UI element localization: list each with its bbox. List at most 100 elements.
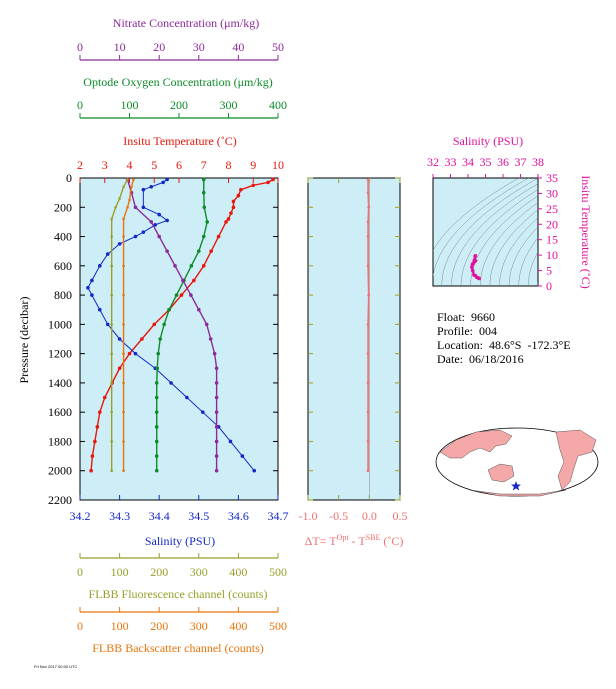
delta-t-data-point xyxy=(366,381,370,385)
ts-temperature-axis-title: Insitu Temperature (˚C) xyxy=(579,175,593,289)
fluorescence-data-point xyxy=(110,410,113,414)
oxygen-data-point xyxy=(154,439,159,444)
temperature-data-point xyxy=(117,366,122,371)
temperature-data-point xyxy=(216,234,221,239)
ts-salinity-tick-label: 36 xyxy=(497,155,509,169)
backscatter-data-point xyxy=(122,410,125,414)
density-isoline xyxy=(518,237,538,286)
salinity-data-point xyxy=(161,180,165,185)
backscatter-data-point xyxy=(126,205,129,209)
pressure-tick-label: 800 xyxy=(54,288,72,302)
salinity-data-point xyxy=(169,381,173,385)
oxygen-tick-label: 0 xyxy=(77,98,83,112)
fluorescence-data-point xyxy=(118,197,121,200)
fluorescence-data-point xyxy=(126,178,129,181)
salinity-data-point xyxy=(185,395,189,400)
float-location: Location: 48.6°S -172.3°E xyxy=(437,338,571,352)
temperature-axis-title: Insitu Temperature (˚C) xyxy=(123,134,237,148)
oxygen-data-point xyxy=(154,454,159,458)
salinity-data-point xyxy=(141,230,146,234)
nitrate-tick-label: 50 xyxy=(272,40,284,54)
generation-stamp: Fri Nov 2017 00:00 UTC xyxy=(34,664,78,669)
backscatter-tick-label: 500 xyxy=(269,619,287,633)
pressure-tick-label: 1600 xyxy=(48,405,72,419)
salinity-tick-label: 34.4 xyxy=(149,509,170,523)
temperature-tick-label: 10 xyxy=(272,158,284,172)
pressure-tick-label: 200 xyxy=(54,200,72,214)
ts-temperature-tick-label: 0 xyxy=(546,279,552,293)
temperature-data-point xyxy=(89,468,93,473)
temperature-data-point xyxy=(95,425,100,429)
temperature-data-point xyxy=(179,293,184,297)
ts-salinity-tick-label: 38 xyxy=(532,155,544,169)
nitrate-data-point xyxy=(214,468,219,473)
fluorescence-data-point xyxy=(110,440,113,443)
salinity-data-point xyxy=(165,218,169,223)
nitrate-data-point xyxy=(214,439,219,444)
salinity-tick-label: 34.3 xyxy=(109,509,130,523)
backscatter-tick-label: 200 xyxy=(150,619,168,633)
oxygen-data-point xyxy=(201,234,206,239)
delta-t-tick-label: 0.5 xyxy=(393,509,408,523)
temperature-data-point xyxy=(140,337,144,341)
oxygen-data-point xyxy=(154,425,159,429)
fluorescence-data-point xyxy=(110,293,113,297)
density-isoline xyxy=(441,178,538,286)
salinity-data-point xyxy=(90,278,94,283)
profile-number: Profile: 004 xyxy=(437,324,497,338)
oxygen-tick-label: 400 xyxy=(269,98,287,112)
salinity-data-point xyxy=(141,205,146,210)
salinity-profile-line xyxy=(87,179,255,472)
salinity-data-point xyxy=(90,293,94,297)
nitrate-tick-label: 10 xyxy=(114,40,126,54)
ts-data-point xyxy=(472,273,476,277)
nitrate-axis-title: Nitrate Concentration (μm/kg) xyxy=(113,16,259,30)
delta-t-data-point xyxy=(366,322,370,326)
delta-t-tick-label: -0.5 xyxy=(329,509,348,523)
temperature-data-point xyxy=(231,199,236,204)
nitrate-data-point xyxy=(173,264,177,268)
ts-data-point xyxy=(470,265,474,269)
density-isoline xyxy=(508,226,538,286)
ts-salinity-tick-label: 33 xyxy=(445,155,457,169)
oxygen-tick-label: 300 xyxy=(220,98,238,112)
backscatter-axis-title: FLBB Backscatter channel (counts) xyxy=(92,641,264,655)
ts-salinity-tick-label: 35 xyxy=(480,155,492,169)
delta-t-data-point xyxy=(366,469,370,473)
delta-t-data-point xyxy=(366,264,370,268)
ts-temperature-tick-label: 10 xyxy=(546,248,558,262)
salinity-data-point xyxy=(98,264,102,268)
fluorescence-data-point xyxy=(110,469,113,473)
land-americas xyxy=(555,429,597,491)
temperature-tick-label: 8 xyxy=(226,158,232,172)
backscatter-data-point xyxy=(122,469,125,473)
salinity-data-point xyxy=(149,184,154,189)
nitrate-data-point xyxy=(181,278,185,283)
oxygen-data-point xyxy=(167,307,171,312)
salinity-data-point xyxy=(157,212,161,217)
oxygen-data-point xyxy=(154,468,159,473)
ts-salinity-tick-label: 34 xyxy=(462,155,474,169)
temperature-data-point xyxy=(90,454,95,458)
temperature-data-point xyxy=(266,180,270,185)
backscatter-data-point xyxy=(128,198,131,202)
salinity-tick-label: 34.2 xyxy=(70,509,91,523)
oxygen-data-point xyxy=(158,337,162,341)
nitrate-data-point xyxy=(214,454,219,458)
delta-t-data-point xyxy=(366,235,370,238)
backscatter-tick-label: 0 xyxy=(77,619,83,633)
density-isoline xyxy=(451,183,538,286)
salinity-data-point xyxy=(165,177,169,182)
nitrate-tick-label: 20 xyxy=(153,40,165,54)
backscatter-data-point xyxy=(122,293,125,297)
oxygen-data-point xyxy=(202,205,207,210)
backscatter-tick-label: 400 xyxy=(229,619,247,633)
ts-salinity-tick-label: 32 xyxy=(427,155,439,169)
oxygen-data-point xyxy=(189,264,194,268)
fluorescence-data-point xyxy=(110,264,113,268)
backscatter-data-point xyxy=(122,235,125,238)
temperature-data-point xyxy=(102,395,107,400)
pressure-tick-label: 600 xyxy=(54,259,72,273)
nitrate-data-point xyxy=(214,410,219,414)
